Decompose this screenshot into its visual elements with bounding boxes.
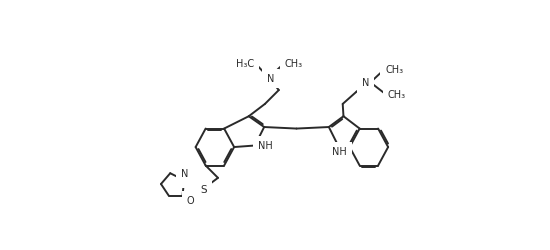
Text: NH: NH bbox=[332, 147, 347, 157]
Text: N: N bbox=[267, 74, 274, 84]
Text: CH₃: CH₃ bbox=[285, 59, 303, 69]
Text: CH₃: CH₃ bbox=[387, 90, 405, 100]
Text: CH₃: CH₃ bbox=[385, 65, 403, 75]
Text: NH: NH bbox=[257, 141, 272, 151]
Text: O: O bbox=[186, 196, 194, 206]
Text: O: O bbox=[183, 174, 191, 184]
Text: N: N bbox=[181, 169, 189, 179]
Text: N: N bbox=[361, 78, 369, 88]
Text: S: S bbox=[200, 185, 207, 195]
Text: H₃C: H₃C bbox=[236, 59, 254, 69]
